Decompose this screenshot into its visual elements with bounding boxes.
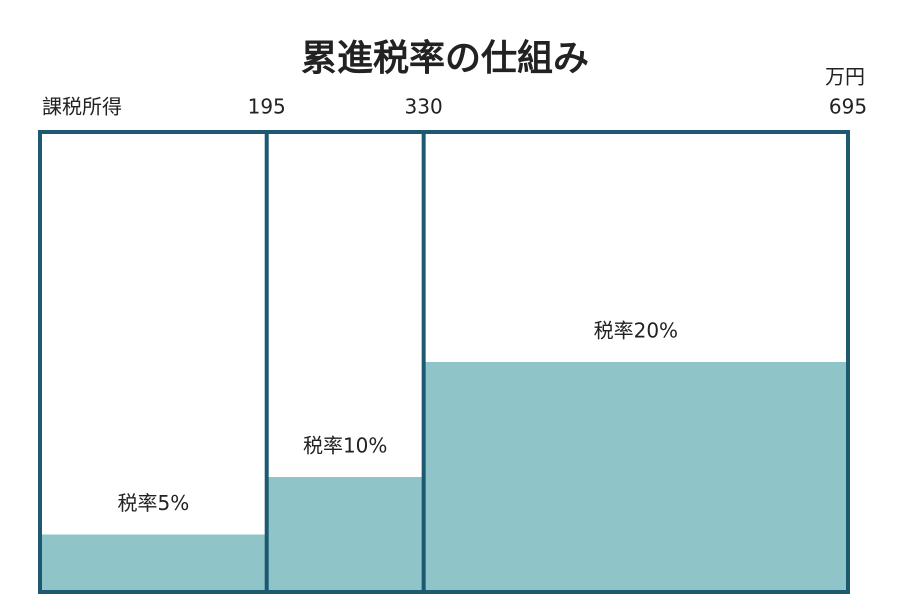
- data-label: 税率5%: [117, 491, 189, 515]
- chart-title: 累進税率の仕組み: [301, 38, 589, 79]
- data-label: 税率10%: [303, 434, 387, 458]
- x-tick-label: 330: [405, 95, 443, 119]
- x-axis-label: 課税所得: [42, 95, 122, 119]
- x-tick-label: 195: [248, 95, 286, 119]
- x-tick-label: 695: [829, 95, 867, 119]
- bar: [40, 534, 267, 592]
- bar: [423, 362, 848, 592]
- x-unit: 万円: [825, 65, 865, 89]
- data-label: 税率20%: [594, 319, 678, 343]
- bar: [266, 477, 424, 592]
